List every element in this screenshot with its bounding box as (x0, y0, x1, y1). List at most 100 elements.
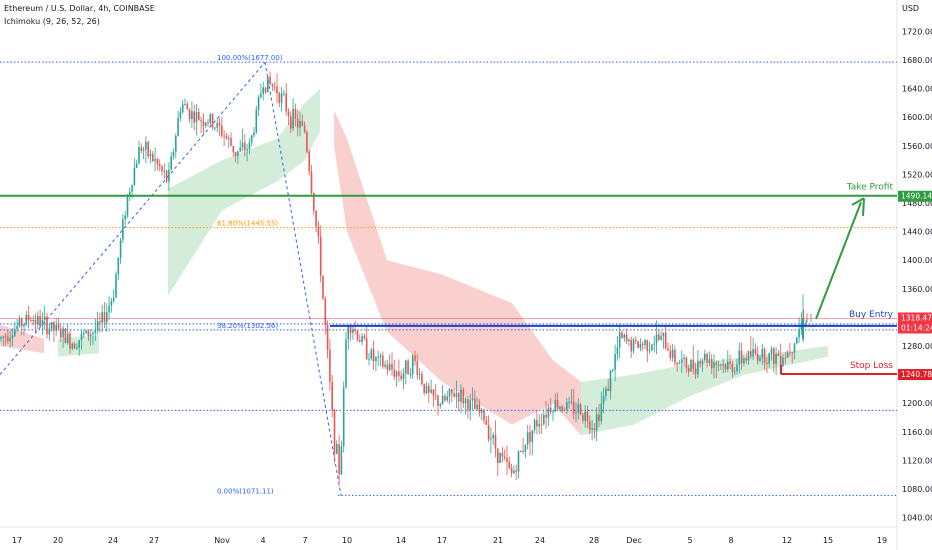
candle-body[interactable] (411, 355, 414, 375)
candle-body[interactable] (85, 330, 87, 334)
candle-body[interactable] (549, 407, 552, 412)
candle-body[interactable] (545, 414, 547, 418)
candle-body[interactable] (561, 406, 563, 411)
candle-body[interactable] (303, 125, 306, 133)
candle-body[interactable] (46, 316, 48, 335)
candle-body[interactable] (533, 420, 536, 431)
candle-body[interactable] (69, 333, 71, 349)
candle-body[interactable] (112, 297, 115, 302)
candle-body[interactable] (232, 145, 235, 153)
candle-body[interactable] (697, 360, 699, 375)
price-axis-panel[interactable] (897, 0, 932, 550)
candle-body[interactable] (768, 353, 770, 364)
candle-body[interactable] (71, 343, 74, 349)
candle-body[interactable] (154, 159, 156, 161)
candle-body[interactable] (563, 409, 566, 411)
candle-body[interactable] (612, 369, 614, 371)
candle-body[interactable] (526, 432, 529, 445)
candle-body[interactable] (287, 111, 290, 116)
candle-body[interactable] (62, 328, 64, 338)
candle-body[interactable] (425, 385, 428, 394)
candle-body[interactable] (428, 385, 430, 393)
candle-body[interactable] (377, 356, 379, 358)
candle-body[interactable] (517, 451, 520, 472)
candle-body[interactable] (731, 363, 734, 373)
projection-arrow[interactable] (815, 201, 862, 320)
candle-body[interactable] (593, 428, 596, 431)
candle-body[interactable] (349, 326, 352, 333)
candle-body[interactable] (582, 414, 584, 421)
candle-body[interactable] (802, 318, 804, 339)
candle-body[interactable] (520, 451, 522, 453)
candle-body[interactable] (290, 115, 292, 129)
candle-body[interactable] (779, 356, 782, 366)
candle-body[interactable] (464, 398, 467, 404)
candle-body[interactable] (575, 413, 577, 415)
candle-body[interactable] (752, 349, 754, 357)
candle-body[interactable] (135, 163, 138, 168)
candle-body[interactable] (540, 423, 543, 425)
candle-body[interactable] (501, 453, 504, 457)
candle-body[interactable] (437, 395, 439, 406)
candle-body[interactable] (73, 343, 76, 349)
candle-body[interactable] (506, 457, 508, 462)
candle-body[interactable] (791, 352, 793, 354)
candle-body[interactable] (485, 420, 488, 425)
candle-body[interactable] (469, 399, 471, 411)
candle-body[interactable] (184, 104, 186, 106)
candle-body[interactable] (630, 339, 632, 352)
candle-body[interactable] (632, 339, 635, 352)
candle-body[interactable] (372, 349, 375, 362)
candle-body[interactable] (598, 414, 600, 422)
candle-body[interactable] (361, 336, 363, 343)
candle-body[interactable] (637, 341, 639, 349)
candle-body[interactable] (694, 368, 697, 375)
candle-body[interactable] (92, 332, 94, 335)
candle-body[interactable] (158, 164, 161, 167)
candle-body[interactable] (301, 121, 304, 126)
candle-body[interactable] (418, 374, 421, 376)
candle-body[interactable] (177, 117, 179, 136)
candle-body[interactable] (713, 362, 715, 368)
candle-body[interactable] (329, 349, 331, 383)
candle-body[interactable] (586, 411, 589, 422)
candle-body[interactable] (16, 325, 18, 329)
candle-body[interactable] (53, 322, 55, 331)
candle-body[interactable] (455, 392, 458, 397)
candle-body[interactable] (342, 387, 345, 447)
candle-body[interactable] (750, 351, 752, 357)
candle-body[interactable] (322, 275, 324, 299)
candle-body[interactable] (678, 363, 681, 365)
candle-body[interactable] (106, 312, 108, 323)
candle-body[interactable] (660, 336, 662, 340)
candle-body[interactable] (165, 170, 168, 182)
fib-trend-line[interactable] (264, 62, 342, 496)
candle-body[interactable] (536, 420, 538, 427)
candle-body[interactable] (402, 373, 405, 379)
candle-body[interactable] (80, 333, 83, 341)
candle-body[interactable] (395, 371, 398, 377)
candle-body[interactable] (621, 332, 623, 338)
candle-body[interactable] (457, 392, 460, 402)
candle-body[interactable] (462, 389, 465, 404)
candle-body[interactable] (448, 389, 451, 397)
candle-body[interactable] (39, 315, 41, 327)
candle-body[interactable] (20, 318, 23, 327)
candle-body[interactable] (667, 348, 669, 351)
candle-body[interactable] (676, 362, 678, 365)
candle-body[interactable] (492, 434, 494, 439)
candle-body[interactable] (423, 383, 425, 394)
candle-body[interactable] (198, 112, 200, 121)
candle-body[interactable] (246, 149, 248, 151)
candle-body[interactable] (727, 361, 729, 370)
candle-body[interactable] (340, 446, 343, 474)
candle-body[interactable] (490, 438, 492, 440)
candle-body[interactable] (386, 364, 389, 370)
candle-body[interactable] (234, 152, 237, 156)
candle-body[interactable] (589, 421, 591, 430)
candle-body[interactable] (653, 343, 655, 345)
candle-body[interactable] (188, 109, 191, 120)
candle-body[interactable] (724, 364, 727, 370)
candle-body[interactable] (48, 328, 51, 335)
candle-body[interactable] (292, 108, 294, 129)
